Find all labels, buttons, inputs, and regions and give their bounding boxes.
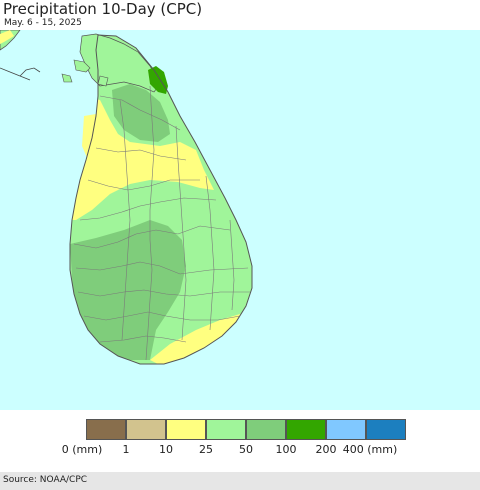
colorbar-bin-0 (86, 419, 126, 440)
india-coast-dry (0, 30, 14, 44)
source-label: Source: NOAA/CPC (3, 475, 88, 485)
colorbar-label-4: 50 (239, 443, 253, 456)
region-southeast-coast (150, 314, 250, 364)
colorbar-bin-3 (206, 419, 246, 440)
colorbar-label-7: 400 (mm) (342, 443, 398, 456)
colorbar-label-2: 10 (159, 443, 173, 456)
colorbar-label-1: 1 (122, 443, 130, 456)
map-title: Precipitation 10-Day (CPC) (3, 0, 203, 18)
region-north-interior (112, 84, 170, 142)
footer-bar (0, 472, 480, 490)
precipitation-map (0, 30, 480, 410)
colorbar-label-3: 25 (199, 443, 213, 456)
india-coast-outline (0, 67, 41, 81)
district-boundaries (73, 85, 250, 361)
colorbar-bin-2 (166, 419, 206, 440)
colorbar-label-5: 100 (275, 443, 297, 456)
colorbar-bin-1 (126, 419, 166, 440)
map-subtitle: May. 6 - 15, 2025 (4, 18, 82, 28)
region-southwest-wet (70, 220, 186, 360)
colorbar-label-0: 0 (mm) (61, 443, 103, 456)
island-outline (69, 34, 253, 365)
region-jaffna-dark (148, 66, 168, 94)
colorbar-label-6: 200 (315, 443, 337, 456)
colorbar-bin-4 (246, 419, 286, 440)
colorbar-bin-7 (366, 419, 406, 440)
colorbar-bin-5 (286, 419, 326, 440)
islands-northwest (61, 59, 109, 87)
colorbar-bin-6 (326, 419, 366, 440)
